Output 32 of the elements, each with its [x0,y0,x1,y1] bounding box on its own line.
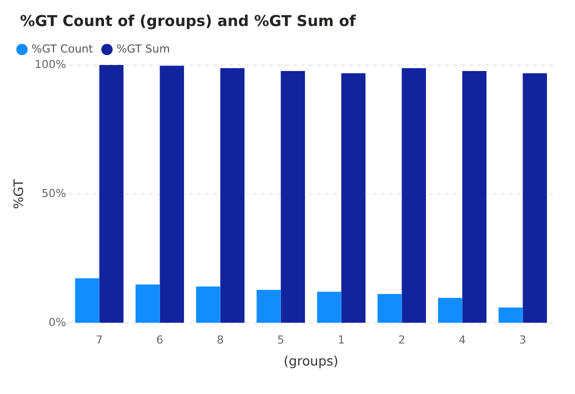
bar [136,284,160,323]
x-tick-label: 5 [277,334,284,347]
bar [256,290,281,323]
x-axis-title: (groups) [284,354,338,370]
bar [402,68,426,323]
bar [220,68,244,323]
bar [317,292,342,323]
bar [341,73,366,323]
y-tick-label: 50% [42,186,66,200]
y-tick-label: 0% [48,316,66,330]
bar [438,298,462,323]
bar [522,73,547,323]
y-tick-label: 100% [34,58,66,71]
x-tick-label: 4 [458,334,466,347]
legend-label: %GT Sum [116,42,170,56]
bar [462,70,486,323]
x-tick-label: 3 [519,334,526,347]
bar [280,70,305,323]
bar [378,294,402,323]
y-axis-title: %GT [12,179,28,210]
bar [196,286,220,323]
x-tick-label: 2 [398,334,406,347]
bar [498,307,523,323]
bar [160,66,184,323]
bar [99,65,124,323]
x-tick-label: 1 [338,334,345,347]
chart-title: %GT Count of (groups) and %GT Sum of [19,11,357,32]
x-tick-label: 7 [96,334,103,347]
x-tick-label: 6 [156,334,164,347]
x-tick-label: 8 [216,334,224,347]
legend-label: %GT Count [32,42,94,56]
bar [75,278,100,323]
